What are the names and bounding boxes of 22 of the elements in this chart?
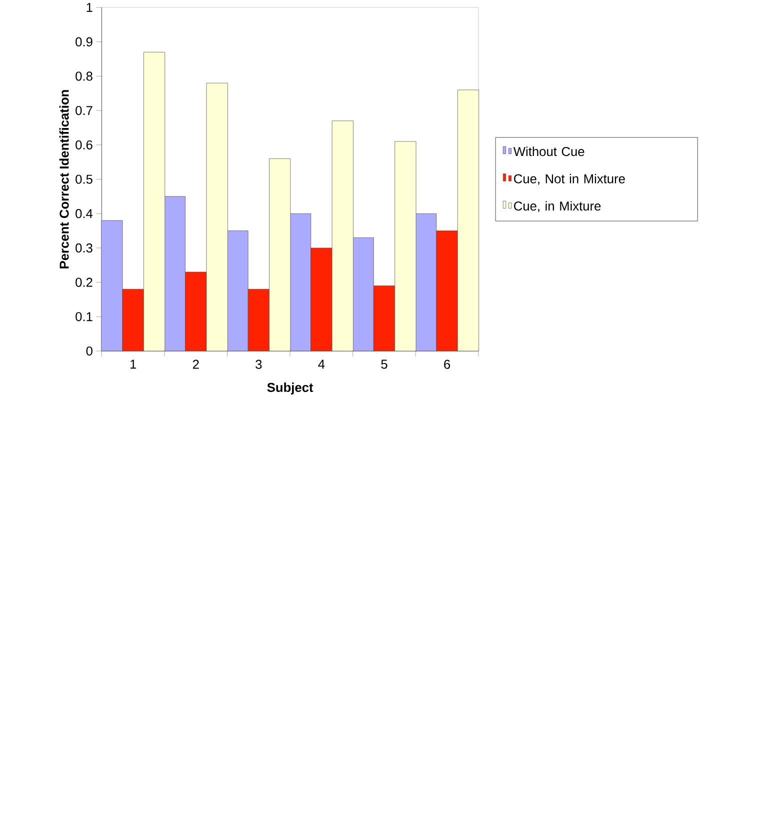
x-tick-label: 6 [444,360,450,369]
legend-label: Without Cue [513,146,584,156]
y-tick-label: 0.6 [75,140,92,150]
x-tick-label: 2 [192,360,199,369]
legend-label: Cue, Not in Mixture [514,174,625,185]
x-tick-label: 5 [381,360,388,369]
y-tick-label: 0.1 [75,312,92,322]
y-tick-label: 0.4 [75,209,92,218]
y-axis-title: Percent Correct Identification [59,90,69,268]
x-tick-label: 3 [255,360,262,369]
y-tick-label: 0.3 [75,243,92,253]
y-tick-label: 0.5 [75,174,92,184]
legend-label: Cue, in Mixture [514,201,600,212]
x-tick-label: 4 [318,360,325,369]
y-tick-label: 0.9 [75,37,92,46]
y-tick-label: 0.8 [75,72,92,81]
y-tick-label: 1 [86,3,92,12]
y-tick-label: 0.2 [75,278,92,287]
y-tick-label: 0 [86,346,92,356]
y-tick-label: 0.7 [75,106,92,116]
x-tick-label: 1 [130,360,136,369]
x-axis-title: Subject [267,382,313,395]
